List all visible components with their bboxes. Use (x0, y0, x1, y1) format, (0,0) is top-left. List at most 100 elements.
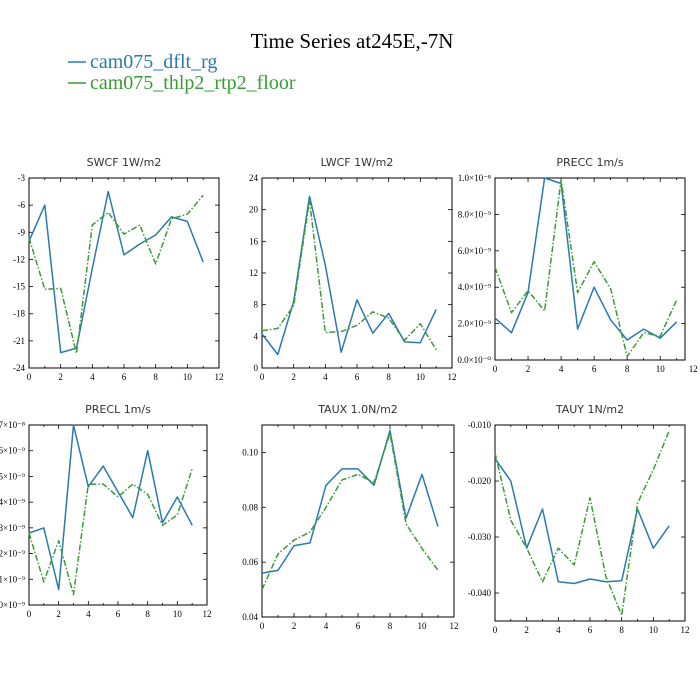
y-tick-label: 3×10⁻⁹ (0, 523, 25, 533)
x-tick-label: 8 (619, 625, 624, 635)
series-line-1 (261, 432, 439, 590)
x-tick-label: 6 (356, 621, 361, 631)
x-tick-label: 0 (260, 372, 265, 382)
x-tick-label: 12 (681, 625, 690, 635)
x-tick-label: 10 (418, 621, 428, 631)
y-tick-label: 4.0×10⁻⁹ (458, 282, 491, 292)
x-tick-label: 4 (86, 609, 91, 619)
x-tick-label: 8 (386, 372, 391, 382)
x-tick-label: 0 (493, 625, 498, 635)
chart-title-5: TAUY 1N/m2 (555, 403, 624, 416)
chart-panel-3: PRECL 1m/s 0 2 4 6 8 10 12 0×10⁻⁹ 1×10⁻⁹ 2×10⁻⁹ 3×1… (0, 403, 212, 619)
y-tick-label: -18 (13, 309, 25, 319)
series-line-1 (494, 430, 670, 617)
y-tick-label: 4×10⁻⁹ (0, 497, 25, 507)
series-line-0 (494, 458, 670, 585)
legend: cam075_dflt_rg cam075_thlp2_rtp2_floor (68, 51, 296, 94)
chart-title-3: PRECL 1m/s (85, 403, 151, 416)
x-tick-label: 0 (260, 621, 265, 631)
y-tick-label: 12 (249, 268, 258, 278)
x-tick-label: 0 (27, 372, 32, 382)
x-tick-label: 8 (153, 372, 158, 382)
y-tick-label: 0.06 (242, 557, 258, 567)
y-tick-label: -0.030 (468, 532, 492, 542)
y-tick-label: 5×10⁻⁹ (0, 471, 25, 481)
y-tick-label: 8.0×10⁻⁹ (458, 209, 491, 219)
legend-label-1: cam075_thlp2_rtp2_floor (90, 72, 296, 94)
x-tick-label: 2 (58, 372, 63, 382)
legend-label-0: cam075_dflt_rg (90, 51, 217, 73)
x-tick-label: 8 (625, 364, 630, 374)
figure-title: Time Series at245E,-7N (251, 29, 454, 53)
y-tick-label: -0.020 (468, 476, 492, 486)
y-tick-label: -0.010 (468, 420, 492, 430)
chart-panel-2: PRECC 1m/s 0 2 4 6 8 10 12 0.0×10⁻⁰ 2.0×10⁻⁹ 4.0×1… (457, 156, 697, 374)
y-tick-label: 6×10⁻⁹ (0, 446, 25, 456)
y-tick-label: 1×10⁻⁹ (0, 574, 25, 584)
y-tick-label: 20 (249, 205, 259, 215)
plot-frame-0 (28, 177, 220, 369)
chart-title-1: LWCF 1W/m2 (321, 156, 394, 169)
x-tick-label: 12 (689, 364, 698, 374)
plot-frame-4 (261, 424, 455, 618)
x-tick-label: 12 (448, 372, 457, 382)
x-tick-label: 12 (203, 609, 212, 619)
y-tick-label: -24 (13, 363, 25, 373)
chart-panel-4: TAUX 1.0N/m2 0 2 4 6 8 10 12 0.04 0.06 0.08 0.10 (242, 403, 458, 631)
y-tick-label: 0×10⁻⁹ (0, 600, 25, 610)
x-tick-label: 2 (291, 372, 296, 382)
x-tick-label: 8 (145, 609, 150, 619)
y-tick-label: -3 (18, 173, 26, 183)
y-tick-label: 2.0×10⁻⁹ (458, 319, 491, 329)
y-tick-label: 6.0×10⁻⁹ (458, 246, 491, 256)
series-line-1 (28, 468, 193, 596)
x-tick-label: 10 (649, 625, 659, 635)
y-tick-label: -6 (18, 200, 26, 210)
chart-title-0: SWCF 1W/m2 (87, 156, 162, 169)
x-tick-label: 10 (173, 609, 183, 619)
series-line-0 (261, 195, 437, 356)
plot-frame-5 (494, 424, 686, 622)
chart-panel-0: SWCF 1W/m2 0 2 4 6 8 10 12 -24 -21 -18 -15 -12 -9 -6 -3 (13, 156, 224, 382)
plot-frame-2 (494, 177, 686, 361)
chart-title-4: TAUX 1.0N/m2 (317, 403, 398, 416)
x-tick-label: 12 (215, 372, 224, 382)
x-tick-label: 10 (183, 372, 193, 382)
x-tick-label: 6 (355, 372, 360, 382)
x-tick-label: 8 (388, 621, 393, 631)
x-tick-label: 12 (450, 621, 459, 631)
y-tick-label: 8 (254, 300, 259, 310)
series-line-0 (261, 429, 439, 574)
y-tick-label: 2×10⁻⁹ (0, 549, 25, 559)
x-tick-label: 6 (122, 372, 127, 382)
chart-title-2: PRECC 1m/s (556, 156, 624, 169)
x-tick-label: 0 (493, 364, 498, 374)
x-tick-label: 10 (656, 364, 666, 374)
x-tick-label: 2 (292, 621, 297, 631)
series-line-0 (28, 190, 204, 354)
y-tick-label: 0.04 (242, 612, 258, 622)
series-line-1 (494, 179, 678, 358)
chart-panels: SWCF 1W/m20 2 4 6 8 10 12-24-21-18-15-12-9-6-3… (0, 156, 698, 635)
x-tick-label: 2 (56, 609, 61, 619)
x-tick-label: 2 (526, 364, 531, 374)
series-line-0 (494, 177, 678, 341)
chart-panel-5: TAUY 1N/m2 0 2 4 6 8 10 12 -0.040 -0.030 -0.020 -0.… (468, 403, 690, 635)
y-tick-label: 4 (254, 331, 259, 341)
y-tick-label: 7×10⁻⁸ (0, 420, 25, 430)
x-tick-label: 2 (524, 625, 529, 635)
y-tick-label: 0.08 (242, 502, 258, 512)
y-tick-label: -15 (13, 282, 25, 292)
series-line-1 (261, 199, 437, 351)
x-tick-label: 4 (556, 625, 561, 635)
x-tick-label: 0 (27, 609, 32, 619)
y-tick-label: -12 (13, 254, 25, 264)
y-tick-label: 0.10 (242, 447, 258, 457)
y-tick-label: -9 (18, 227, 26, 237)
y-tick-label: 1.0×10⁻⁸ (458, 173, 491, 183)
x-tick-label: 4 (324, 621, 329, 631)
series-line-1 (28, 194, 204, 355)
x-tick-label: 6 (116, 609, 121, 619)
